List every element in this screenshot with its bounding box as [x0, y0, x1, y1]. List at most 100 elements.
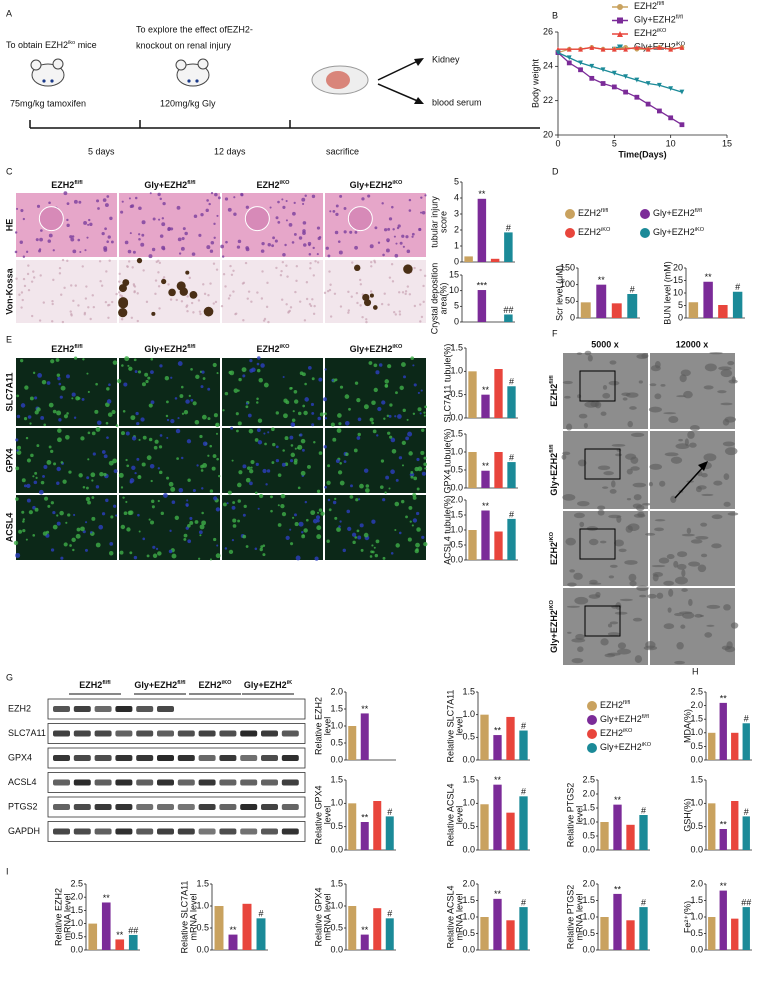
- legend-marker: [640, 228, 650, 238]
- tissue: [413, 304, 417, 308]
- legend-label: EZH2fl/fl: [600, 700, 630, 710]
- nucleus: [206, 199, 209, 202]
- tissue: [20, 291, 24, 294]
- organelle: [688, 561, 701, 567]
- blue-nucleus: [71, 392, 76, 397]
- tissue: [131, 266, 134, 269]
- blue-nucleus: [168, 549, 173, 554]
- green-signal: [232, 518, 237, 523]
- tissue: [244, 261, 248, 265]
- organelle: [677, 563, 687, 570]
- row-label-text: Gly+EZH2: [549, 453, 559, 496]
- organelle: [690, 539, 703, 544]
- organelle: [720, 369, 733, 378]
- blue-nucleus: [58, 418, 62, 422]
- nucleus: [158, 218, 161, 221]
- green-signal: [16, 394, 20, 398]
- nucleus: [162, 201, 166, 206]
- blue-nucleus: [298, 521, 304, 527]
- blot-frame: [47, 796, 306, 818]
- blue-nucleus: [311, 423, 315, 427]
- green-signal: [222, 502, 227, 507]
- significance: **: [494, 725, 502, 735]
- tissue: [289, 306, 293, 309]
- green-signal: [133, 358, 137, 362]
- y-tick-label: 0.5: [690, 821, 703, 831]
- green-signal: [310, 510, 316, 516]
- green-signal: [277, 504, 280, 507]
- y-tick-label: 1.0: [330, 720, 343, 730]
- green-signal: [25, 436, 29, 440]
- blue-nucleus: [98, 524, 104, 530]
- green-signal: [76, 527, 81, 532]
- green-signal: [357, 432, 361, 437]
- blot-band: [94, 804, 112, 810]
- timeline-text: 12 days: [214, 146, 246, 156]
- x-tick-label: 10: [666, 138, 676, 148]
- blue-nucleus: [106, 399, 112, 404]
- blue-nucleus: [307, 365, 312, 370]
- green-signal: [401, 499, 405, 504]
- green-signal: [231, 459, 234, 462]
- green-signal: [297, 411, 302, 416]
- green-signal: [29, 422, 32, 425]
- blue-nucleus: [84, 548, 88, 552]
- significance: #: [509, 509, 514, 519]
- blue-nucleus: [338, 525, 341, 528]
- green-signal: [127, 364, 130, 367]
- green-signal: [22, 520, 25, 523]
- legend-marker: [587, 701, 597, 711]
- tissue: [305, 281, 309, 284]
- organelle: [634, 655, 643, 664]
- tissue: [328, 270, 331, 273]
- blue-nucleus: [201, 370, 205, 374]
- blue-nucleus: [312, 518, 318, 524]
- nucleus: [22, 217, 26, 221]
- tissue: [394, 313, 398, 316]
- y-axis-label: SLC7A11 tubule(%): [442, 344, 452, 423]
- nucleus: [159, 234, 164, 238]
- y-axis-label: mRNA level: [454, 893, 464, 940]
- nucleus: [316, 253, 319, 256]
- legend-label-text: EZH2: [634, 1, 657, 11]
- nucleus: [208, 202, 211, 206]
- bar: [580, 302, 591, 318]
- tissue: [365, 320, 368, 324]
- bar: [504, 314, 513, 322]
- significance: **: [614, 884, 622, 894]
- organelle: [584, 350, 592, 356]
- micrograph: [325, 193, 426, 257]
- organelle: [694, 613, 703, 618]
- organelle: [720, 402, 733, 406]
- legend-label: EZH2iKO: [634, 28, 667, 38]
- point: [623, 89, 628, 95]
- blue-nucleus: [180, 456, 184, 460]
- nucleus: [284, 243, 287, 247]
- organelle: [597, 509, 605, 516]
- blue-nucleus: [242, 374, 246, 378]
- organelle: [678, 438, 683, 442]
- nucleus: [408, 198, 412, 202]
- nucleus: [335, 212, 339, 216]
- green-signal: [275, 411, 279, 415]
- blue-nucleus: [299, 433, 303, 437]
- blue-nucleus: [166, 436, 169, 439]
- tissue: [108, 303, 111, 307]
- tissue: [312, 312, 316, 316]
- legend-label-sup: iKO: [642, 742, 652, 748]
- significance: ##: [128, 925, 138, 935]
- zoom-box: [579, 370, 616, 402]
- tissue: [267, 320, 270, 324]
- bar: [348, 726, 357, 760]
- blue-nucleus: [136, 421, 140, 426]
- bar: [596, 284, 607, 318]
- nucleus: [382, 253, 385, 257]
- tissue: [347, 309, 351, 312]
- tissue: [308, 302, 312, 306]
- green-signal: [302, 404, 306, 408]
- blue-nucleus: [230, 426, 234, 430]
- green-signal: [202, 462, 208, 468]
- y-tick-label: 0.0: [582, 844, 595, 854]
- y-tick-label: 0.0: [450, 482, 463, 492]
